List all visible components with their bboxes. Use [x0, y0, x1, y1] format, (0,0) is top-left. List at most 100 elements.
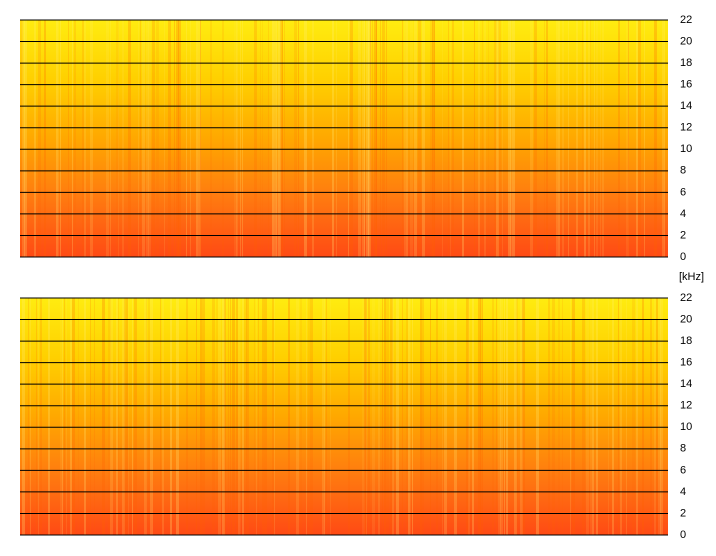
- spectrogram-texture: [156, 20, 159, 257]
- spectrogram-texture: [572, 298, 575, 535]
- spectrogram-texture: [546, 20, 548, 257]
- spectrogram-texture: [296, 298, 299, 535]
- spectrogram-texture: [382, 20, 385, 257]
- spectrogram-texture: [510, 20, 512, 257]
- y-tick-label: 14: [680, 378, 692, 390]
- spectrogram-texture: [336, 20, 337, 257]
- spectrogram-texture: [196, 298, 197, 535]
- spectrogram-texture: [594, 20, 595, 257]
- spectrogram-texture: [358, 20, 361, 257]
- spectrogram-texture: [64, 298, 65, 535]
- spectrogram-texture: [472, 298, 474, 535]
- spectrogram-texture: [222, 20, 224, 257]
- spectrogram-texture: [60, 298, 62, 535]
- spectrogram-texture: [56, 20, 58, 257]
- spectrogram-texture: [480, 298, 483, 535]
- spectrogram-texture: [576, 20, 578, 257]
- spectrogram-texture: [558, 298, 560, 535]
- y-tick-label: 16: [680, 357, 692, 369]
- spectrogram-texture: [488, 20, 489, 257]
- spectrogram-texture: [506, 298, 508, 535]
- spectrogram-texture: [116, 20, 119, 257]
- spectrogram-texture: [562, 298, 563, 535]
- y-tick-label: 12: [680, 122, 692, 134]
- spectrogram-texture: [310, 298, 313, 535]
- spectrogram-texture: [268, 20, 269, 257]
- spectrogram-texture: [498, 20, 501, 257]
- spectrogram-texture: [406, 20, 408, 257]
- spectrogram-texture: [434, 20, 435, 257]
- spectrogram-texture: [146, 20, 149, 257]
- y-tick-label: 18: [680, 335, 692, 347]
- spectrogram-texture: [330, 298, 331, 535]
- spectrogram-texture: [144, 298, 147, 535]
- spectrogram-texture: [84, 298, 86, 535]
- spectrogram-texture: [588, 20, 590, 257]
- spectrogram-texture: [236, 20, 238, 257]
- spectrogram-texture: [596, 298, 598, 535]
- spectrogram-texture: [72, 298, 75, 535]
- spectrogram-texture: [230, 298, 231, 535]
- spectrogram-texture: [224, 298, 226, 535]
- y-tick-label: 6: [680, 186, 686, 198]
- spectrogram-texture: [68, 20, 69, 257]
- spectrogram-texture: [482, 20, 483, 257]
- spectrogram-texture: [442, 298, 443, 535]
- spectrogram-texture: [246, 298, 249, 535]
- spectrogram-texture: [164, 20, 165, 257]
- spectrogram-background: [20, 298, 668, 535]
- y-tick-label: 20: [680, 313, 692, 325]
- spectrogram-texture: [222, 298, 225, 535]
- spectrogram-texture: [590, 20, 591, 257]
- y-tick-label: 18: [680, 57, 692, 69]
- spectrogram-texture: [662, 20, 664, 257]
- spectrogram-texture: [448, 20, 449, 257]
- spectrogram-texture: [402, 20, 403, 257]
- spectrogram-texture: [278, 20, 281, 257]
- spectrogram-texture: [562, 20, 564, 257]
- spectrogram-texture: [128, 20, 131, 257]
- spectrogram-texture: [40, 298, 42, 535]
- spectrogram-texture: [378, 298, 380, 535]
- y-tick-label: 2: [680, 229, 686, 241]
- spectrogram-texture: [422, 298, 424, 535]
- spectrogram-texture: [148, 298, 150, 535]
- spectrogram-texture: [548, 298, 550, 535]
- spectrogram-texture: [264, 298, 267, 535]
- spectrogram-texture: [444, 298, 447, 535]
- spectrogram-texture: [94, 298, 95, 535]
- spectrogram-texture: [390, 298, 393, 535]
- spectrogram-texture: [660, 298, 663, 535]
- spectrogram-texture: [612, 298, 614, 535]
- spectrogram-texture: [484, 20, 486, 257]
- spectrogram-texture: [628, 20, 629, 257]
- spectrogram-texture: [404, 20, 406, 257]
- spectrogram-texture: [306, 298, 307, 535]
- spectrogram-texture: [190, 20, 191, 257]
- spectrogram-texture: [198, 20, 201, 257]
- spectrogram-texture: [178, 20, 181, 257]
- spectrogram-texture: [240, 20, 241, 257]
- y-tick-label: 22: [680, 292, 692, 304]
- spectrogram-texture: [402, 298, 403, 535]
- spectrogram-texture: [274, 20, 277, 257]
- spectrogram-texture: [28, 298, 29, 535]
- spectrogram-texture: [374, 20, 377, 257]
- spectrogram-texture: [254, 298, 255, 535]
- spectrogram-texture: [570, 298, 571, 535]
- spectrogram-texture: [322, 298, 325, 535]
- spectrogram-texture: [132, 298, 133, 535]
- spectrogram-texture: [618, 298, 619, 535]
- y-tick-label: 20: [680, 35, 692, 47]
- spectrogram-texture: [118, 298, 119, 535]
- spectrogram-texture: [232, 298, 235, 535]
- spectrogram-texture: [636, 20, 638, 257]
- spectrogram-texture: [386, 20, 387, 257]
- spectrogram-texture: [626, 20, 629, 257]
- spectrogram-texture: [272, 298, 274, 535]
- spectrogram-texture: [496, 20, 499, 257]
- spectrogram-texture: [60, 20, 61, 257]
- spectrogram-texture: [430, 298, 431, 535]
- spectrogram-texture: [44, 20, 46, 257]
